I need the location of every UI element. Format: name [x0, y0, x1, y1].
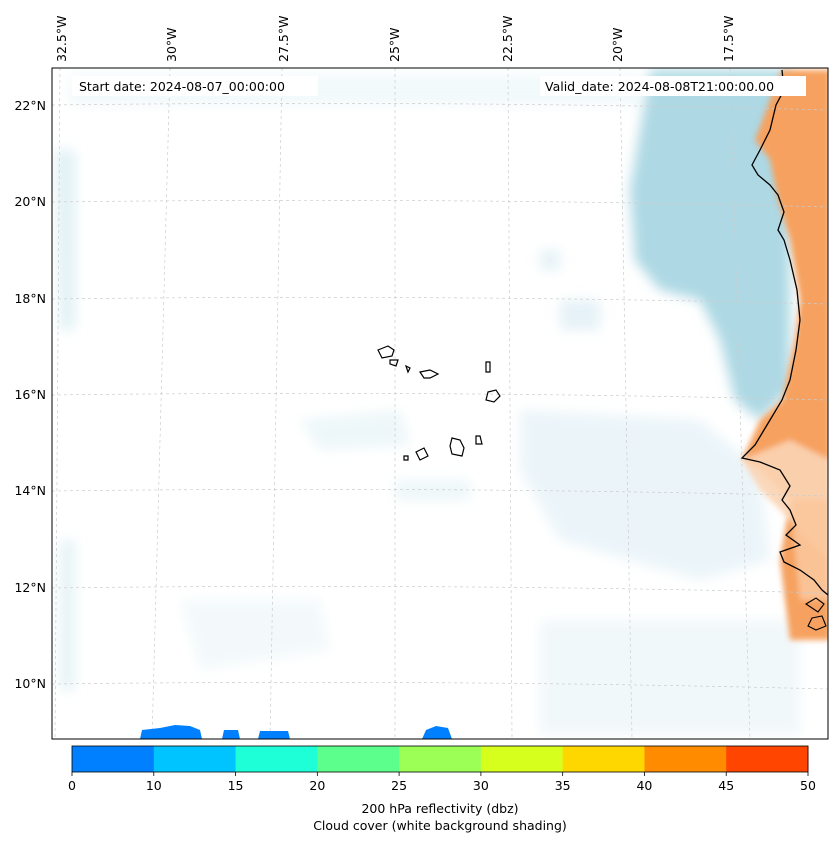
lon-tick-label: 25°W: [387, 27, 402, 62]
start-date-label: Start date: 2024-08-07_00:00:00: [79, 79, 285, 94]
colorbar-label: 200 hPa reflectivity (dbz): [361, 801, 518, 816]
colorbar-segment: [399, 746, 482, 772]
colorbar-segment: [235, 746, 318, 772]
cape-verde-islands: [377, 345, 501, 461]
colorbar-tick-label: 35: [555, 778, 571, 793]
lon-tick-label: 27.5°W: [276, 16, 291, 62]
colorbar-segment: [480, 746, 564, 772]
map-area: Start date: 2024-08-07_00:00:00 Valid_da…: [52, 68, 828, 739]
colorbar: 0 10 15 20 25 30 35 40 45 50: [68, 745, 816, 793]
colorbar-segment: [153, 746, 237, 772]
lon-tick-label: 30°W: [164, 27, 179, 62]
african-coastline: [740, 69, 828, 596]
lon-tick-label: 32.5°W: [54, 16, 69, 62]
colorbar-tick-label: 15: [228, 778, 244, 793]
colorbar-segment: [317, 746, 400, 772]
start-date-box: Start date: 2024-08-07_00:00:00: [72, 76, 318, 96]
reflectivity-blobs: [140, 725, 452, 739]
colorbar-tick-label: 10: [146, 778, 162, 793]
colorbar-segment: [562, 746, 645, 772]
graticule: [52, 68, 828, 739]
lat-tick-label: 16°N: [14, 387, 46, 402]
colorbar-tick-label: 50: [800, 778, 816, 793]
lon-tick-label: 20°W: [610, 27, 625, 62]
land-shading: [742, 70, 828, 640]
colorbar-segment: [72, 746, 155, 772]
colorbar-tick-label: 45: [718, 778, 734, 793]
colorbar-sublabel: Cloud cover (white background shading): [313, 818, 567, 833]
lon-tick-label: 22.5°W: [500, 16, 515, 62]
lon-tick-label: 17.5°W: [721, 16, 736, 62]
cloud-shading: [55, 70, 800, 735]
lat-tick-label: 14°N: [14, 483, 46, 498]
guinea-bissau-islands: [804, 597, 827, 631]
valid-date-box: Valid_date: 2024-08-08T21:00:00.00: [540, 76, 806, 96]
colorbar-tick-label: 25: [391, 778, 407, 793]
lat-tick-label: 20°N: [14, 194, 46, 209]
map-frame: [51, 67, 829, 740]
colorbar-tick-label: 0: [68, 778, 76, 793]
lat-tick-label: 22°N: [14, 98, 46, 113]
lat-tick-labels: 22°N 20°N 18°N 16°N 14°N 12°N 10°N: [14, 98, 46, 691]
lat-tick-label: 12°N: [14, 580, 46, 595]
colorbar-segment: [726, 746, 809, 772]
lon-tick-labels: 32.5°W 30°W 27.5°W 25°W 22.5°W 20°W 17.5…: [54, 16, 736, 62]
colorbar-frame: [71, 745, 809, 773]
colorbar-tick-label: 30: [473, 778, 489, 793]
lat-tick-label: 18°N: [14, 291, 46, 306]
colorbar-tick-label: 20: [309, 778, 325, 793]
colorbar-tick-label: 40: [636, 778, 652, 793]
valid-date-label: Valid_date: 2024-08-08T21:00:00.00: [545, 79, 774, 94]
colorbar-segment: [644, 746, 727, 772]
lat-tick-label: 10°N: [14, 676, 46, 691]
